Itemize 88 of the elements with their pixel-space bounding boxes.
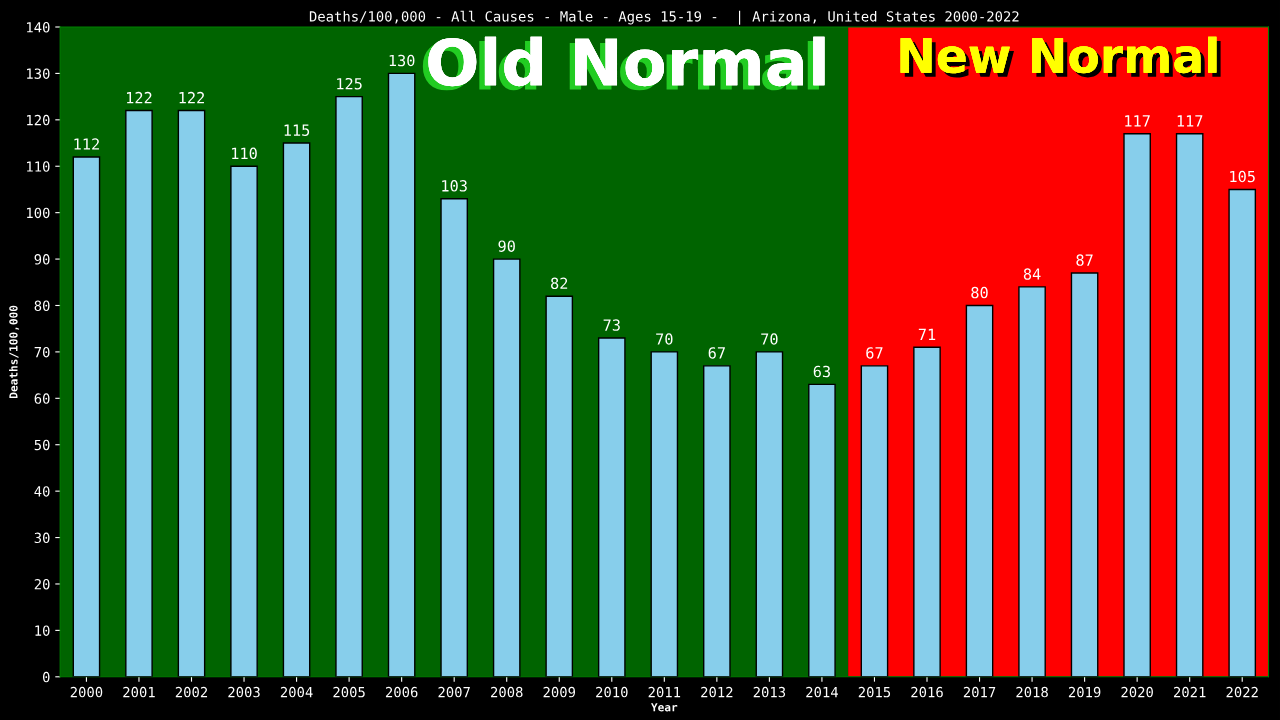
bar — [1175, 133, 1204, 677]
bar — [387, 72, 416, 677]
data-label: 84 — [1023, 268, 1041, 280]
y-tick-label: 80 — [34, 300, 50, 311]
data-label: 122 — [179, 91, 204, 104]
bar — [230, 165, 258, 677]
data-label: 67 — [866, 347, 883, 359]
data-label: 125 — [337, 77, 362, 90]
y-tick-label: 20 — [34, 578, 50, 590]
y-tick-label: 30 — [34, 532, 50, 544]
x-tick-label: 2020 — [1121, 686, 1153, 698]
x-tick-label: 2016 — [911, 686, 943, 698]
y-tick-label: 140 — [27, 22, 50, 33]
bar — [650, 351, 679, 677]
data-label: 115 — [284, 124, 310, 136]
bar — [1123, 133, 1151, 677]
x-tick-label: 2013 — [753, 686, 786, 698]
y-tick-label: 50 — [34, 439, 50, 451]
data-label: 117 — [1125, 115, 1150, 127]
data-label: 87 — [1076, 254, 1093, 266]
y-tick-label: 10 — [35, 625, 50, 636]
y-tick-label: 60 — [34, 393, 50, 404]
bar — [703, 365, 731, 677]
data-label: 73 — [603, 319, 620, 331]
y-tick-label: 120 — [27, 114, 50, 126]
y-tick-label: 0 — [42, 671, 50, 683]
bar — [72, 156, 101, 677]
x-tick-label: 2010 — [596, 686, 628, 698]
y-tick-label: 70 — [34, 346, 50, 358]
bar — [755, 351, 784, 677]
x-tick-label: 2003 — [228, 686, 260, 698]
x-tick-label: 2014 — [806, 686, 838, 698]
chart-title: Deaths/100,000 - All Causes - Male - Ages 15-19 - | Arizona, United States 2000-2022 — [309, 10, 1019, 25]
bar — [913, 346, 941, 677]
x-tick-label: 2007 — [438, 686, 470, 698]
bar — [860, 365, 889, 677]
data-label: 105 — [1230, 170, 1255, 183]
y-tick-label: 100 — [27, 207, 50, 219]
x-tick-label: 2002 — [175, 686, 208, 698]
data-label: 67 — [708, 347, 725, 359]
bar — [965, 304, 994, 677]
data-label: 112 — [74, 138, 99, 150]
x-tick-label: 2021 — [1173, 686, 1206, 698]
data-label: 80 — [971, 286, 988, 299]
bar — [1018, 286, 1046, 677]
data-label: 90 — [498, 240, 515, 252]
y-tick-label: 130 — [27, 68, 50, 79]
bar — [597, 337, 626, 677]
x-tick-label: 2008 — [491, 686, 523, 698]
x-tick-label: 2009 — [543, 686, 576, 698]
x-tick-label: 2001 — [123, 686, 155, 698]
data-label: 70 — [761, 333, 778, 345]
data-label: 103 — [442, 180, 467, 192]
data-label: 70 — [656, 333, 673, 345]
x-tick-label: 2004 — [280, 686, 313, 698]
x-tick-label: 2018 — [1016, 686, 1048, 698]
bar — [335, 95, 363, 677]
x-tick-label: 2005 — [333, 686, 365, 698]
band-label: Old Normal — [422, 36, 825, 91]
bar — [440, 198, 469, 677]
data-label: 122 — [127, 91, 152, 104]
data-label: 82 — [551, 277, 568, 290]
bar — [492, 258, 521, 677]
bar — [1070, 272, 1099, 677]
bar — [125, 109, 153, 677]
data-label: 63 — [813, 365, 830, 378]
x-tick-label: 2000 — [70, 686, 103, 698]
x-tick-label: 2019 — [1068, 686, 1101, 698]
x-tick-label: 2011 — [648, 686, 681, 698]
data-label: 117 — [1177, 115, 1203, 127]
bar — [1228, 188, 1257, 677]
bar — [545, 295, 574, 677]
x-tick-label: 2012 — [701, 686, 733, 698]
x-axis-title: Year — [650, 703, 678, 712]
bar — [282, 142, 311, 677]
bar — [177, 109, 206, 677]
data-label: 110 — [232, 147, 257, 160]
y-axis-title: Deaths/100,000 — [9, 305, 20, 398]
y-tick-label: 90 — [34, 254, 50, 265]
bar — [808, 383, 836, 677]
x-tick-label: 2006 — [385, 686, 418, 698]
x-tick-label: 2015 — [858, 686, 891, 698]
band-label: New Normal — [900, 36, 1221, 78]
x-tick-label: 2017 — [963, 686, 996, 698]
x-tick-label: 2022 — [1226, 686, 1258, 698]
data-label: 71 — [918, 328, 936, 340]
y-tick-label: 110 — [27, 161, 50, 172]
y-tick-label: 40 — [34, 486, 50, 497]
